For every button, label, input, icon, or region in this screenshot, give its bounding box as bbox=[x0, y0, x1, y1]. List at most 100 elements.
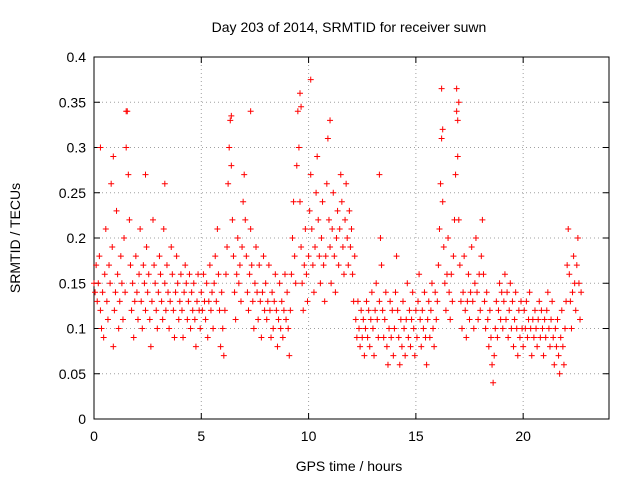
data-point-marker bbox=[241, 171, 248, 178]
data-point-marker bbox=[378, 262, 385, 269]
data-point-marker bbox=[383, 343, 390, 350]
data-point-marker bbox=[342, 216, 349, 223]
data-point-marker bbox=[96, 253, 103, 260]
data-point-marker bbox=[203, 280, 210, 287]
data-point-marker bbox=[388, 334, 395, 341]
data-point-marker bbox=[524, 334, 531, 341]
data-point-marker bbox=[545, 325, 552, 332]
data-point-marker bbox=[110, 153, 117, 160]
data-point-marker bbox=[529, 316, 536, 323]
data-point-marker bbox=[226, 144, 233, 151]
data-point-marker bbox=[558, 307, 565, 314]
data-point-marker bbox=[445, 235, 452, 241]
data-point-marker bbox=[277, 325, 284, 332]
data-point-marker bbox=[190, 280, 197, 287]
data-point-marker bbox=[409, 289, 416, 296]
data-point-marker bbox=[183, 280, 190, 287]
data-point-marker bbox=[535, 316, 542, 323]
data-point-marker bbox=[165, 289, 172, 296]
data-point-marker bbox=[495, 307, 502, 314]
data-point-marker bbox=[436, 225, 443, 232]
data-point-marker bbox=[416, 271, 423, 278]
data-point-marker bbox=[398, 343, 405, 350]
data-point-marker bbox=[531, 307, 538, 314]
data-point-marker bbox=[270, 325, 277, 332]
data-point-marker bbox=[357, 343, 364, 350]
data-point-marker bbox=[554, 316, 561, 323]
data-point-marker bbox=[577, 316, 584, 323]
data-point-marker bbox=[169, 271, 176, 278]
data-point-marker bbox=[400, 298, 406, 305]
data-point-marker bbox=[323, 180, 330, 187]
data-point-marker bbox=[397, 316, 404, 323]
data-point-marker bbox=[508, 325, 515, 332]
data-point-marker bbox=[454, 117, 461, 124]
data-point-marker bbox=[567, 298, 574, 305]
data-point-marker bbox=[231, 289, 238, 296]
data-point-marker bbox=[181, 289, 188, 296]
data-point-marker bbox=[433, 316, 440, 323]
data-point-marker bbox=[251, 280, 258, 287]
data-point-marker bbox=[173, 253, 180, 260]
data-point-marker bbox=[466, 316, 473, 323]
data-point-marker bbox=[219, 325, 226, 332]
data-point-marker bbox=[562, 325, 569, 332]
data-point-marker bbox=[171, 334, 178, 341]
data-point-marker bbox=[186, 271, 193, 278]
plot-frame bbox=[93, 56, 610, 420]
data-point-marker bbox=[98, 325, 105, 332]
data-point-marker bbox=[358, 307, 365, 314]
data-point-marker bbox=[205, 298, 212, 305]
data-point-marker bbox=[307, 76, 314, 83]
data-point-marker bbox=[464, 298, 471, 305]
data-point-marker bbox=[300, 307, 307, 314]
data-point-marker bbox=[428, 280, 435, 287]
data-point-marker bbox=[127, 262, 134, 269]
data-point-marker bbox=[437, 180, 444, 187]
data-point-marker bbox=[258, 334, 265, 341]
data-points bbox=[91, 76, 585, 386]
data-point-marker bbox=[539, 325, 546, 332]
data-point-marker bbox=[439, 198, 446, 205]
data-point-marker bbox=[354, 298, 361, 305]
data-point-marker bbox=[103, 298, 110, 305]
data-point-marker bbox=[138, 298, 145, 305]
data-point-marker bbox=[290, 198, 297, 205]
data-point-marker bbox=[217, 343, 224, 350]
data-point-marker bbox=[242, 216, 249, 223]
data-point-marker bbox=[393, 253, 400, 260]
data-point-marker bbox=[199, 307, 206, 314]
data-point-marker bbox=[540, 352, 547, 359]
data-point-marker bbox=[148, 298, 155, 305]
data-point-marker bbox=[472, 235, 479, 241]
data-point-marker bbox=[475, 316, 482, 323]
data-point-marker bbox=[122, 289, 129, 296]
data-point-marker bbox=[333, 235, 340, 241]
data-point-marker bbox=[157, 271, 164, 278]
data-point-marker bbox=[494, 334, 501, 341]
data-point-marker bbox=[285, 325, 292, 332]
data-point-marker bbox=[427, 307, 434, 314]
data-point-marker bbox=[528, 352, 535, 359]
data-point-marker bbox=[471, 280, 478, 287]
data-point-marker bbox=[431, 343, 438, 350]
data-point-marker bbox=[195, 271, 202, 278]
data-point-marker bbox=[415, 298, 422, 305]
data-point-marker bbox=[177, 271, 184, 278]
data-point-marker bbox=[327, 244, 334, 251]
data-point-marker bbox=[453, 108, 460, 115]
grid-lines bbox=[94, 57, 609, 419]
data-point-marker bbox=[421, 289, 428, 296]
data-point-marker bbox=[537, 334, 544, 341]
data-point-marker bbox=[139, 325, 146, 332]
data-point-marker bbox=[143, 244, 150, 251]
data-point-marker bbox=[469, 298, 476, 305]
x-tick-label: 20 bbox=[515, 428, 531, 444]
data-point-marker bbox=[389, 307, 396, 314]
data-point-marker bbox=[187, 325, 194, 332]
data-point-marker bbox=[247, 225, 254, 232]
data-point-marker bbox=[314, 153, 321, 160]
data-point-marker bbox=[166, 325, 173, 332]
data-point-marker bbox=[182, 262, 189, 269]
data-point-marker bbox=[401, 325, 408, 332]
